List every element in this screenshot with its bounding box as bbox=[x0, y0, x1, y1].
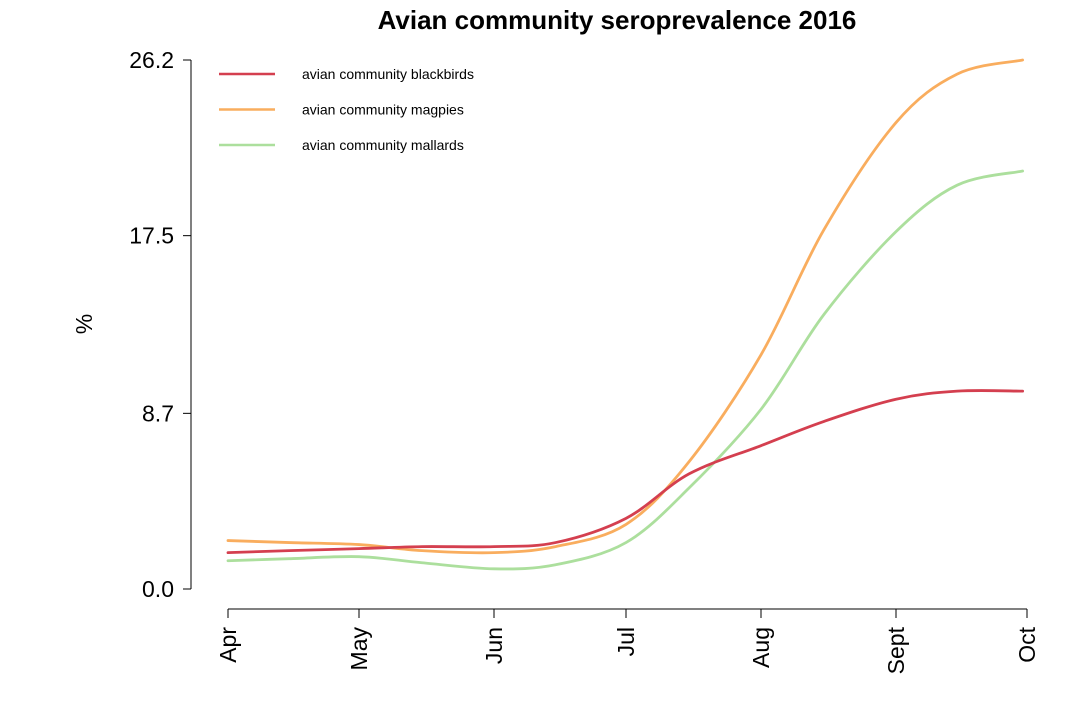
x-tick-label: May bbox=[346, 627, 372, 671]
series-lines bbox=[226, 58, 1025, 571]
x-axis-ticks: Apr May Jun Jul Aug Sept Oct bbox=[215, 609, 1040, 674]
x-tick-label: Apr bbox=[215, 627, 241, 663]
x-tick-label: Jul bbox=[613, 627, 639, 656]
series-line-avian-community-mallards bbox=[226, 169, 1025, 571]
x-tick-label: Aug bbox=[748, 627, 774, 668]
y-tick-label: 0.0 bbox=[142, 576, 174, 602]
chart-title: Avian community seroprevalence 2016 bbox=[378, 5, 857, 35]
y-axis-label: % bbox=[71, 314, 97, 334]
y-tick-label: 17.5 bbox=[129, 223, 174, 249]
legend-label-avian-community-magpies: avian community magpies bbox=[302, 102, 464, 118]
y-axis-ticks: 0.0 8.7 17.5 26.2 bbox=[129, 47, 191, 602]
series-line-avian-community-blackbirds bbox=[226, 389, 1025, 555]
legend-label-avian-community-blackbirds: avian community blackbirds bbox=[302, 66, 474, 82]
y-tick-label: 8.7 bbox=[142, 400, 174, 426]
y-tick-label: 26.2 bbox=[129, 47, 174, 73]
x-tick-label: Sept bbox=[883, 626, 909, 674]
legend-label-avian-community-mallards: avian community mallards bbox=[302, 137, 464, 153]
series-line-avian-community-magpies bbox=[226, 58, 1025, 555]
x-tick-label: Oct bbox=[1014, 626, 1040, 662]
legend: avian community blackbirds avian communit… bbox=[219, 66, 474, 153]
x-tick-label: Jun bbox=[481, 627, 507, 664]
